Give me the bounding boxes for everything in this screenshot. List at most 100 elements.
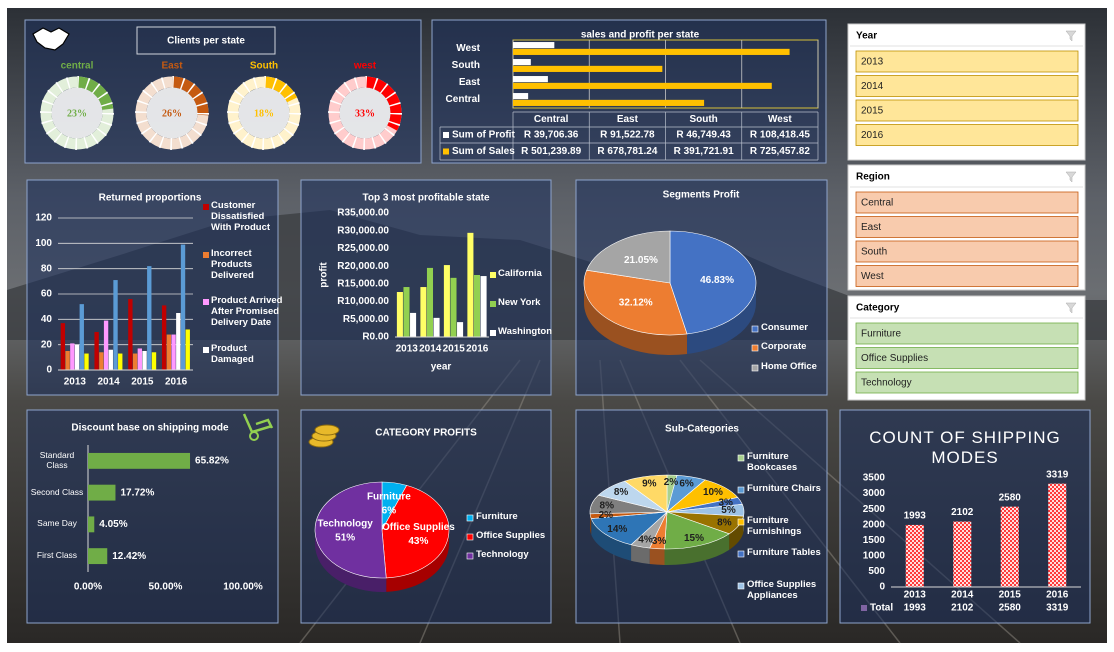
bar — [467, 232, 474, 337]
bar — [88, 548, 108, 565]
slicer-item[interactable] — [855, 124, 1079, 146]
y-tick-label: 1000 — [863, 550, 886, 561]
bar — [99, 352, 104, 370]
slicer-item-label: West — [861, 271, 884, 282]
table-value: R 91,522.78 — [600, 130, 655, 141]
filter-icon[interactable] — [1065, 30, 1077, 42]
legend-label: Home Office — [761, 362, 817, 372]
data-label: 3319 — [1046, 469, 1069, 480]
pie-slice — [381, 485, 450, 592]
y-tick-label-box: Same Day — [37, 519, 77, 529]
slicer-item[interactable] — [855, 322, 1079, 345]
slicer-item[interactable] — [855, 50, 1079, 73]
donut-value-label: 26% — [162, 108, 182, 119]
y-tick-label: R30,000.00 — [337, 225, 389, 236]
legend-key — [443, 132, 449, 138]
pie-side — [591, 518, 632, 561]
donut-separators — [40, 76, 114, 150]
chart-title: Segments Profit — [663, 190, 740, 201]
slice-label: 4% — [638, 534, 653, 545]
donut-separators — [227, 76, 301, 150]
handshake-icon — [32, 27, 70, 51]
slice-label: 8% — [717, 517, 732, 528]
pie-slice — [583, 269, 688, 356]
slicer-item[interactable] — [855, 216, 1079, 238]
pie-top — [381, 485, 450, 579]
y-tick-label-box: Second Class — [30, 486, 84, 497]
legend-key — [490, 301, 496, 307]
table-value: R 678,781.24 — [597, 146, 657, 157]
table-header: Central — [534, 114, 569, 125]
slice-label: 8% — [614, 487, 629, 498]
donut-value-label: 23% — [67, 108, 87, 119]
legend-label-box: Consumer — [761, 323, 808, 333]
legend-label: Technology — [476, 550, 529, 560]
chart-title: CATEGORY PROFITS — [375, 428, 477, 439]
donut-category: west — [353, 61, 377, 72]
slicer-item[interactable] — [855, 240, 1079, 263]
coins-icon — [308, 424, 340, 448]
table-value: 1993 — [904, 603, 927, 614]
y-tick-label: R15,000.00 — [337, 278, 389, 289]
y-tick-label: Second Class — [30, 486, 84, 497]
slicer-item-label: 2016 — [861, 130, 884, 141]
slice-label: 5% — [721, 505, 736, 516]
donut-hole — [339, 87, 391, 139]
pie-slice — [623, 474, 668, 513]
legend-label-box: California — [498, 269, 542, 279]
legend-label-box: New York — [498, 298, 541, 308]
legend-label: Incorrect Products Delivered — [211, 249, 254, 281]
bar — [1048, 483, 1067, 587]
y-tick-label: 100 — [35, 238, 52, 249]
y-tick-label: South — [452, 60, 480, 71]
y-tick-label: 20 — [41, 339, 53, 350]
x-tick-label: 2013 — [64, 377, 87, 388]
chart-title: COUNT OF SHIPPING MODES — [869, 428, 1061, 467]
slicer-item[interactable] — [855, 265, 1079, 287]
x-tick-label: 2016 — [165, 377, 188, 388]
slicer-title: Region — [856, 172, 890, 183]
legend-label: Office Supplies Appliances — [747, 580, 817, 601]
y-tick-label: R25,000.00 — [337, 243, 389, 254]
pie-slice — [586, 230, 671, 284]
filter-icon[interactable] — [1065, 302, 1077, 314]
legend-label: Sum of Profit — [452, 130, 515, 141]
legend-key — [466, 533, 474, 541]
table-value: 3319 — [1046, 603, 1069, 614]
legend-label: Office Supplies — [476, 531, 546, 541]
slicer-item-label: East — [861, 222, 881, 233]
donut-arc — [227, 76, 301, 150]
legend-label: Sum of Sales — [452, 146, 515, 157]
slicer-item[interactable] — [855, 191, 1079, 214]
legend-label: Furniture Chairs — [747, 484, 821, 494]
legend-label: New York — [498, 298, 541, 308]
slicer-item[interactable] — [855, 347, 1079, 369]
slicer-item[interactable] — [855, 99, 1079, 122]
slicer-item[interactable] — [855, 371, 1079, 394]
slicer-title: Category — [856, 303, 900, 314]
data-label: 4.05% — [99, 519, 127, 530]
donut-hole — [238, 87, 290, 139]
table-value: R 725,457.82 — [750, 146, 810, 157]
legend-label: Furniture Tables — [747, 548, 821, 558]
slicer-item-label: Central — [861, 198, 893, 209]
bar — [79, 304, 84, 370]
bar — [171, 334, 176, 370]
slice-label: 9% — [642, 478, 657, 489]
x-tick-label: 2016 — [466, 344, 489, 355]
bar — [513, 59, 531, 66]
y-tick-label: 500 — [868, 566, 885, 577]
data-label: 2102 — [951, 507, 974, 518]
slice-label: 3% — [718, 498, 733, 509]
y-tick-label-box: Standard Class — [40, 450, 75, 470]
slice-label: 51% — [335, 532, 355, 543]
filter-icon[interactable] — [1065, 171, 1077, 183]
slicer-item[interactable] — [855, 75, 1079, 97]
legend-key — [751, 325, 759, 333]
data-label: 12.42% — [112, 551, 146, 562]
x-tick-label: 2015 — [131, 377, 154, 388]
slice-category: Furniture — [367, 492, 411, 503]
bar — [88, 516, 95, 533]
legend-label-box: Washington — [498, 327, 552, 337]
